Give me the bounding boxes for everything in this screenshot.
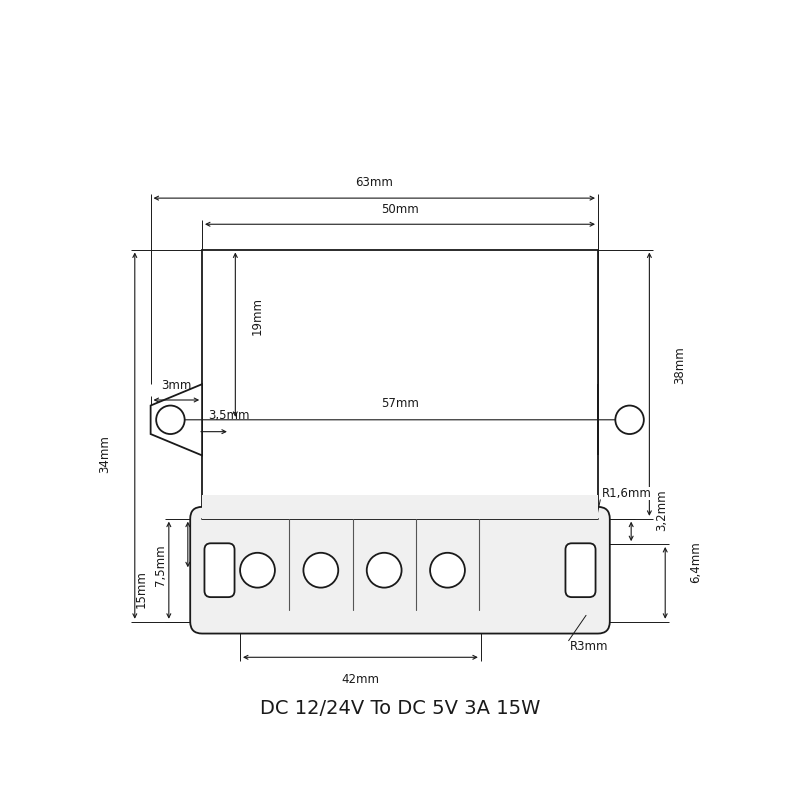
- Text: 19mm: 19mm: [251, 297, 264, 334]
- Circle shape: [156, 406, 185, 434]
- Text: 34mm: 34mm: [98, 436, 111, 474]
- Text: 3mm: 3mm: [161, 379, 191, 392]
- Text: 57mm: 57mm: [381, 397, 419, 410]
- Circle shape: [303, 553, 338, 588]
- Text: 63mm: 63mm: [355, 176, 394, 189]
- Circle shape: [615, 406, 644, 434]
- Text: 42mm: 42mm: [342, 673, 379, 686]
- FancyBboxPatch shape: [202, 495, 598, 518]
- FancyBboxPatch shape: [202, 250, 598, 518]
- Text: 15mm: 15mm: [134, 570, 148, 608]
- FancyBboxPatch shape: [566, 543, 595, 597]
- Circle shape: [366, 553, 402, 588]
- FancyBboxPatch shape: [190, 507, 610, 634]
- Text: DC 12/24V To DC 5V 3A 15W: DC 12/24V To DC 5V 3A 15W: [260, 699, 540, 718]
- Text: R3mm: R3mm: [570, 641, 609, 654]
- Circle shape: [240, 553, 275, 588]
- Text: 6,4mm: 6,4mm: [689, 541, 702, 583]
- Text: 38mm: 38mm: [673, 346, 686, 384]
- Text: 3,5mm: 3,5mm: [209, 409, 250, 422]
- Text: 3,2mm: 3,2mm: [654, 490, 668, 531]
- Text: 50mm: 50mm: [381, 203, 419, 216]
- Text: 7,5mm: 7,5mm: [154, 545, 166, 586]
- Text: R1,6mm: R1,6mm: [602, 487, 652, 500]
- Polygon shape: [150, 384, 202, 455]
- Circle shape: [430, 553, 465, 588]
- FancyBboxPatch shape: [205, 543, 234, 597]
